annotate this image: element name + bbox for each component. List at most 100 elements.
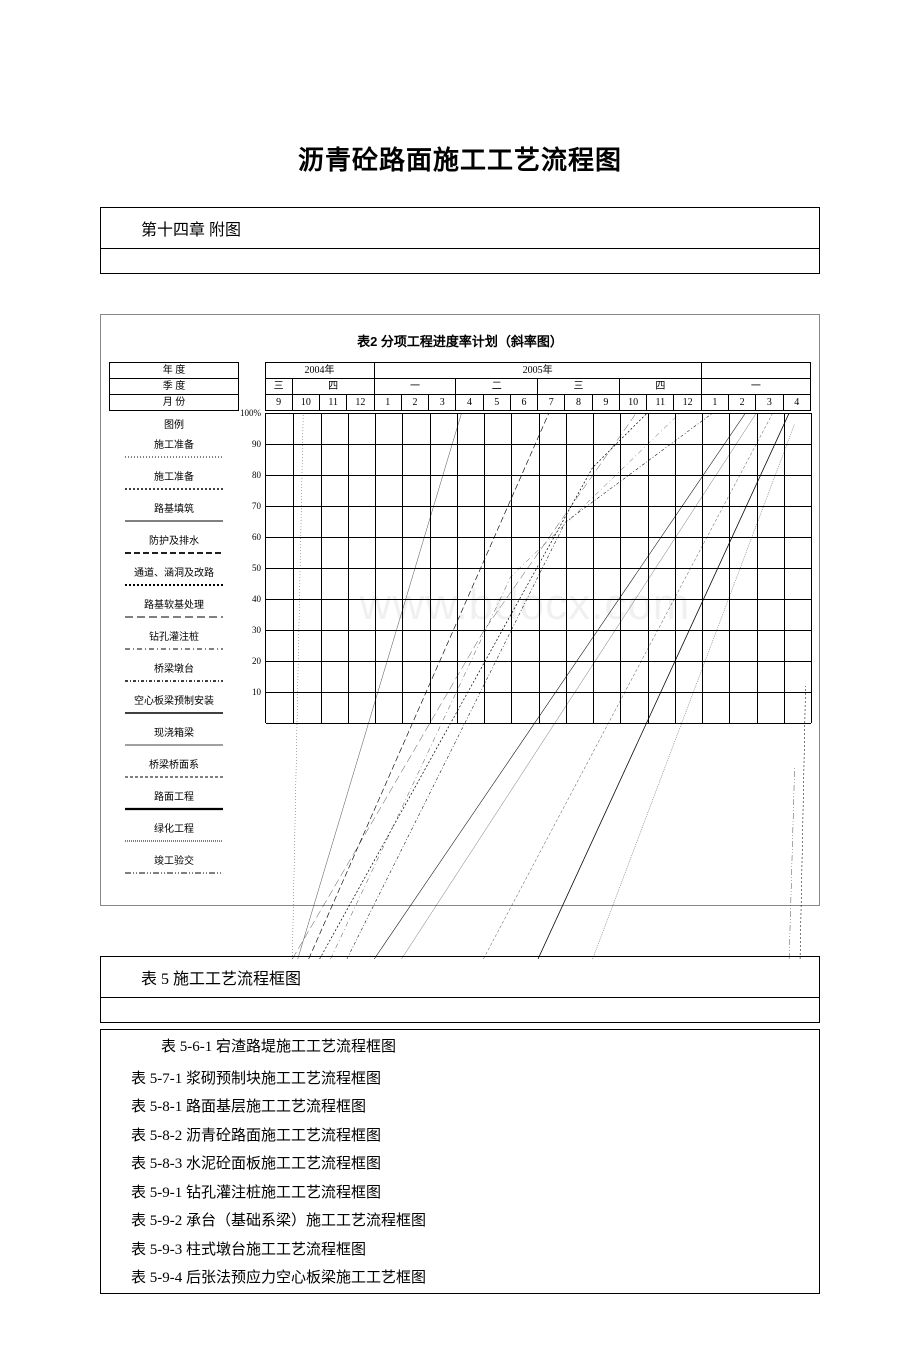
hdr-month: 1 (374, 395, 401, 411)
legend-line-sample (125, 581, 223, 589)
series-line (292, 413, 636, 959)
legend-column: 年 度 季 度 月 份 图例 施工准备施工准备路基填筑防护及排水通道、涵洞及改路… (109, 362, 239, 881)
legend-line-sample (125, 869, 223, 877)
legend-item: 空心板梁预制安装 (109, 689, 239, 709)
plot-column: 2004年2005年 三四一二三四一 910111212345678910111… (239, 362, 811, 881)
toc-item: 表 5-9-2 承台（基础系梁）施工工艺流程框图 (101, 1207, 819, 1236)
hdr-month: 3 (429, 395, 456, 411)
hdr-year-label: 年 度 (110, 363, 239, 379)
legend-line-sample (125, 645, 223, 653)
legend-line-sample (125, 677, 223, 685)
series-line (298, 413, 462, 959)
legend-header: 图例 (109, 413, 239, 433)
hdr-year: 2005年 (374, 363, 701, 379)
hdr-quarter: 二 (456, 379, 538, 395)
legend-line-sample (125, 805, 223, 813)
toc-item: 表 5-6-1 宕渣路堤施工工艺流程框图 (101, 1030, 819, 1065)
legend-item: 通道、涵洞及改路 (109, 561, 239, 581)
legend-item: 绿化工程 (109, 817, 239, 837)
legend-item: 施工准备 (109, 465, 239, 485)
table5-box-empty (101, 998, 819, 1022)
table5-box: 表 5 施工工艺流程框图 (100, 956, 820, 1023)
legend-line-sample (125, 485, 223, 493)
hdr-month-label: 月 份 (110, 395, 239, 411)
hdr-month: 10 (619, 395, 646, 411)
toc-item: 表 5-9-3 柱式墩台施工工艺流程框图 (101, 1236, 819, 1265)
legend-line-sample (125, 773, 223, 781)
toc-item: 表 5-9-1 钻孔灌注桩施工工艺流程框图 (101, 1179, 819, 1208)
hdr-quarter: 一 (374, 379, 456, 395)
legend-header-table: 年 度 季 度 月 份 (109, 362, 239, 411)
y-tick-label: 100% (240, 408, 261, 418)
legend-line-sample (125, 517, 223, 525)
toc-item: 表 5-8-3 水泥砼面板施工工艺流程框图 (101, 1150, 819, 1179)
hdr-month: 4 (456, 395, 483, 411)
toc-item: 表 5-7-1 浆砌预制块施工工艺流程框图 (101, 1065, 819, 1094)
hdr-month: 2 (401, 395, 428, 411)
grid-col (811, 413, 812, 723)
y-tick-label: 60 (252, 532, 261, 542)
toc-item: 表 5-8-2 沥青砼路面施工工艺流程框图 (101, 1122, 819, 1151)
hdr-month: 4 (783, 395, 810, 411)
chapter-box-empty (101, 249, 819, 273)
y-tick-label: 30 (252, 625, 261, 635)
y-axis: 100%908070605040302010 (235, 413, 265, 723)
chart-title: 表2 分项工程进度率计划（斜率图） (101, 331, 819, 350)
y-tick-label: 70 (252, 501, 261, 511)
y-tick-label: 40 (252, 594, 261, 604)
legend-body: 图例 施工准备施工准备路基填筑防护及排水通道、涵洞及改路路基软基处理钻孔灌注桩桥… (109, 411, 239, 877)
hdr-month: 9 (265, 395, 292, 411)
hdr-year: 2004年 (265, 363, 374, 379)
y-tick-label: 50 (252, 563, 261, 573)
series-line (374, 413, 745, 959)
hdr-month: 3 (756, 395, 783, 411)
progress-chart: 表2 分项工程进度率计划（斜率图） 年 度 季 度 月 份 图例 施工准备施工准… (100, 314, 820, 906)
chart-lines (265, 413, 811, 959)
hdr-month: 12 (347, 395, 374, 411)
hdr-quarter: 一 (701, 379, 810, 395)
hdr-quarter-label: 季 度 (110, 379, 239, 395)
plot-area: 100%908070605040302010 www.bdocx.com (239, 413, 811, 723)
hdr-month: 9 (592, 395, 619, 411)
series-line (347, 413, 713, 959)
toc-item: 表 5-8-1 路面基层施工工艺流程框图 (101, 1093, 819, 1122)
chapter-box: 第十四章 附图 (100, 207, 820, 274)
hdr-month: 8 (565, 395, 592, 411)
series-line (593, 424, 795, 959)
y-tick-label: 90 (252, 439, 261, 449)
hdr-quarter: 三 (265, 379, 292, 395)
hdr-quarter: 三 (538, 379, 620, 395)
series-line (331, 413, 680, 959)
toc-box: 表 5-6-1 宕渣路堤施工工艺流程框图表 5-7-1 浆砌预制块施工工艺流程框… (100, 1029, 820, 1294)
hdr-quarter: 四 (292, 379, 374, 395)
series-line (538, 413, 789, 959)
y-tick-label: 20 (252, 656, 261, 666)
hdr-month: 7 (538, 395, 565, 411)
legend-line-sample (125, 837, 223, 845)
hdr-month: 5 (483, 395, 510, 411)
legend-item: 竣工验交 (109, 849, 239, 869)
legend-line-sample (125, 453, 223, 461)
hdr-month: 10 (292, 395, 319, 411)
toc-item: 表 5-9-4 后张法预应力空心板梁施工工艺框图 (101, 1264, 819, 1293)
hdr-month: 11 (647, 395, 674, 411)
y-tick-label: 80 (252, 470, 261, 480)
table5-box-text: 表 5 施工工艺流程框图 (101, 957, 819, 998)
series-line (292, 413, 303, 959)
legend-item: 桥梁墩台 (109, 657, 239, 677)
hdr-month: 1 (701, 395, 728, 411)
legend-item: 钻孔灌注桩 (109, 625, 239, 645)
hdr-month: 2 (729, 395, 756, 411)
legend-line-sample (125, 549, 223, 557)
legend-line-sample (125, 613, 223, 621)
hdr-year (701, 363, 810, 379)
y-tick-label: 10 (252, 687, 261, 697)
chapter-box-text: 第十四章 附图 (101, 208, 819, 249)
hdr-month: 6 (510, 395, 537, 411)
legend-line-sample (125, 709, 223, 717)
legend-item: 现浇箱梁 (109, 721, 239, 741)
series-line (309, 413, 549, 959)
series-line (789, 768, 794, 959)
legend-line-sample (125, 741, 223, 749)
hdr-month: 11 (320, 395, 347, 411)
